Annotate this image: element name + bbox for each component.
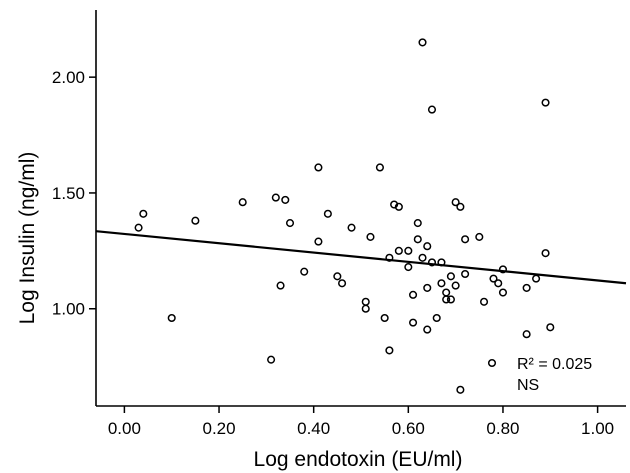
x-tick-label: 0.60	[392, 419, 425, 438]
data-point	[380, 313, 389, 323]
data-point	[285, 219, 295, 228]
data-point	[418, 253, 427, 262]
data-point	[522, 330, 531, 339]
data-point	[446, 272, 455, 281]
x-tick-label: 1.00	[581, 419, 614, 438]
data-point	[427, 105, 437, 114]
annotation-marker	[487, 358, 497, 368]
data-point	[489, 274, 498, 283]
data-point	[404, 246, 413, 255]
data-point	[456, 202, 465, 211]
data-point	[323, 209, 332, 218]
x-axis-title: Log endotoxin (EU/ml)	[254, 448, 463, 471]
data-point	[423, 242, 432, 251]
data-point	[191, 216, 200, 225]
data-point	[442, 288, 451, 297]
data-point	[338, 279, 347, 288]
data-point	[366, 232, 375, 241]
data-point	[361, 297, 370, 306]
data-point	[522, 283, 531, 292]
data-point	[134, 223, 143, 232]
data-point	[413, 235, 422, 244]
data-points	[134, 38, 555, 394]
data-point	[375, 163, 384, 172]
data-point	[361, 304, 370, 313]
data-point	[333, 272, 342, 281]
regression-line	[95, 230, 627, 285]
data-point	[139, 209, 148, 218]
data-point	[498, 265, 508, 274]
data-point	[409, 290, 418, 299]
data-point	[394, 202, 403, 211]
x-tick-label: 0.80	[486, 419, 519, 438]
data-point	[541, 249, 550, 258]
y-axis-title: Log Insulin (ng/ml)	[16, 152, 39, 325]
x-tick-label: 0.20	[202, 419, 235, 438]
significance-annotation: NS	[517, 377, 539, 394]
data-point	[314, 237, 323, 246]
data-point	[432, 313, 441, 323]
data-point	[461, 235, 470, 244]
y-tick-label: 1.50	[52, 184, 85, 203]
data-point	[167, 313, 176, 323]
x-tick-label: 0.00	[108, 419, 141, 438]
data-point	[271, 193, 280, 202]
data-point	[437, 279, 446, 288]
data-point	[385, 346, 394, 355]
axes	[95, 10, 626, 407]
data-point	[456, 385, 465, 394]
data-point	[394, 246, 403, 255]
y-tick-label: 2.00	[52, 68, 85, 87]
y-tick-label: 1.00	[52, 300, 85, 319]
data-point	[546, 323, 555, 332]
data-point	[423, 325, 432, 334]
data-point	[423, 283, 432, 292]
data-point	[409, 318, 418, 327]
data-point	[475, 232, 484, 241]
data-point	[238, 198, 247, 207]
data-point	[413, 219, 422, 228]
data-point	[461, 269, 470, 279]
data-point	[404, 263, 413, 272]
r-squared-annotation: R² = 0.025	[517, 356, 592, 373]
data-point	[281, 195, 290, 204]
data-point	[347, 223, 356, 232]
data-point	[276, 281, 285, 290]
data-point	[418, 38, 427, 47]
data-point	[451, 198, 460, 207]
data-point	[451, 281, 460, 290]
ticks: 0.00 0.20 0.40 0.60 0.80 1.00 1.00 1.50 2.00	[52, 68, 614, 438]
data-point	[267, 355, 276, 364]
x-tick-label: 0.40	[297, 419, 330, 438]
data-point	[314, 163, 323, 172]
data-point	[541, 98, 550, 107]
data-point	[300, 267, 309, 276]
data-point	[479, 297, 489, 306]
data-point	[532, 274, 541, 283]
data-point	[494, 279, 503, 288]
data-point	[446, 295, 455, 304]
data-point	[427, 258, 437, 267]
data-point	[498, 288, 508, 297]
